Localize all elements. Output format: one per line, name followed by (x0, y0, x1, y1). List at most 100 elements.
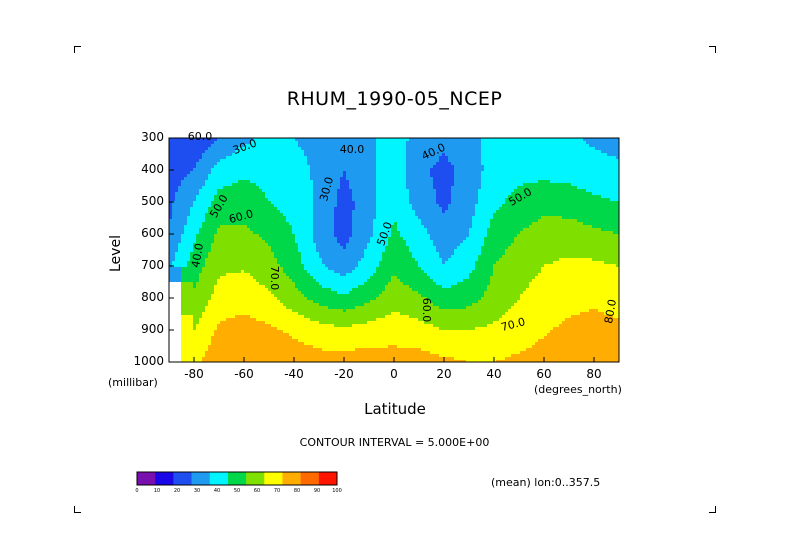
contour-cell (466, 201, 470, 205)
contour-cell (565, 219, 569, 223)
contour-cell (403, 144, 407, 148)
contour-cell (226, 231, 230, 235)
contour-cell (418, 159, 422, 163)
contour-cell (259, 159, 263, 163)
contour-cell (226, 156, 230, 160)
contour-cell (238, 141, 242, 145)
contour-cell (544, 192, 548, 196)
contour-cell (577, 204, 581, 208)
contour-cell (271, 150, 275, 154)
contour-cell (601, 168, 605, 172)
contour-cell (595, 225, 599, 229)
contour-cell (283, 186, 287, 190)
contour-cell (592, 159, 596, 163)
contour-cell (169, 147, 173, 151)
contour-cell (490, 207, 494, 211)
contour-cell (526, 186, 530, 190)
contour-cell (265, 189, 269, 193)
contour-cell (238, 189, 242, 193)
contour-cell (205, 213, 209, 217)
contour-cell (376, 159, 380, 163)
contour-cell (598, 192, 602, 196)
contour-cell (553, 234, 557, 238)
contour-cell (604, 165, 608, 169)
contour-cell (340, 195, 344, 199)
contour-cell (442, 183, 446, 187)
contour-cell (220, 177, 224, 181)
contour-cell (247, 195, 251, 199)
contour-cell (472, 147, 476, 151)
contour-cell (220, 222, 224, 226)
contour-cell (202, 207, 206, 211)
contour-cell (529, 144, 533, 148)
contour-cell (175, 234, 179, 238)
contour-cell (172, 171, 176, 175)
contour-cell (355, 171, 359, 175)
contour-cell (499, 162, 503, 166)
contour-cell (382, 213, 386, 217)
contour-cell (466, 156, 470, 160)
contour-cell (409, 219, 413, 223)
contour-cell (409, 183, 413, 187)
contour-cell (199, 141, 203, 145)
contour-cell (346, 159, 350, 163)
contour-cell (538, 210, 542, 214)
contour-cell (382, 228, 386, 232)
contour-cell (460, 231, 464, 235)
contour-cell (400, 177, 404, 181)
contour-cell (304, 198, 308, 202)
contour-cell (355, 156, 359, 160)
contour-cell (613, 201, 617, 205)
contour-cell (286, 153, 290, 157)
contour-cell (535, 210, 539, 214)
contour-cell (295, 228, 299, 232)
contour-cell (562, 228, 566, 232)
contour-cell (412, 144, 416, 148)
contour-cell (184, 153, 188, 157)
contour-cell (391, 210, 395, 214)
contour-cell (430, 210, 434, 214)
contour-cell (487, 183, 491, 187)
contour-cell (337, 222, 341, 226)
contour-cell (556, 174, 560, 178)
contour-cell (277, 150, 281, 154)
contour-cell (610, 168, 614, 172)
contour-cell (592, 174, 596, 178)
contour-cell (562, 198, 566, 202)
contour-cell (529, 192, 533, 196)
contour-cell (244, 219, 248, 223)
contour-cell (592, 183, 596, 187)
contour-cell (511, 207, 515, 211)
contour-cell (547, 234, 551, 238)
contour-cell (514, 147, 518, 151)
contour-cell (232, 186, 236, 190)
contour-cell (274, 216, 278, 220)
contour-cell (544, 186, 548, 190)
contour-cell (307, 204, 311, 208)
contour-cell (454, 147, 458, 151)
contour-cell (439, 195, 443, 199)
contour-cell (544, 198, 548, 202)
contour-cell (250, 150, 254, 154)
contour-cell (232, 174, 236, 178)
contour-cell (427, 189, 431, 193)
contour-cell (394, 234, 398, 238)
contour-cell (169, 219, 173, 223)
contour-cell (433, 165, 437, 169)
contour-cell (562, 150, 566, 154)
contour-cell (616, 138, 620, 142)
contour-cell (253, 201, 257, 205)
contour-cell (529, 168, 533, 172)
contour-cell (397, 147, 401, 151)
contour-cell (208, 141, 212, 145)
contour-cell (304, 147, 308, 151)
contour-cell (301, 180, 305, 184)
contour-cell (538, 207, 542, 211)
contour-cell (505, 228, 509, 232)
contour-cell (556, 186, 560, 190)
contour-cell (193, 153, 197, 157)
contour-cell (583, 195, 587, 199)
contour-cell (328, 153, 332, 157)
contour-cell (295, 141, 299, 145)
contour-cell (313, 204, 317, 208)
